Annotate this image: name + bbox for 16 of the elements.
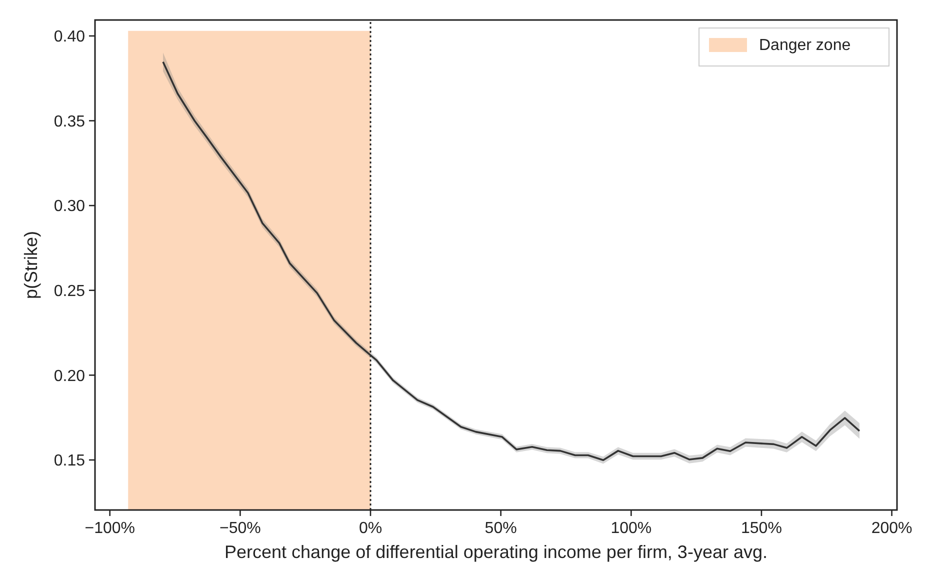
y-tick-label: 0.15 bbox=[54, 452, 86, 470]
legend-label: Danger zone bbox=[759, 37, 851, 54]
x-axis-title: Percent change of differential operating income per firm, 3-year avg. bbox=[224, 542, 768, 562]
x-tick-label: 0% bbox=[358, 520, 382, 537]
y-tick-label: 0.25 bbox=[54, 282, 86, 300]
x-tick-label: −50% bbox=[219, 520, 261, 537]
x-tick-label: 100% bbox=[610, 520, 652, 537]
y-axis-title: p(Strike) bbox=[21, 230, 41, 300]
x-tick-label: 50% bbox=[484, 520, 517, 537]
y-tick-label: 0.30 bbox=[54, 198, 86, 216]
y-tick-label: 0.40 bbox=[54, 28, 86, 46]
x-tick-label: 150% bbox=[741, 520, 782, 537]
y-tick-label: 0.35 bbox=[54, 113, 86, 130]
x-tick-label: 200% bbox=[871, 520, 912, 537]
y-tick-label: 0.20 bbox=[54, 368, 86, 385]
x-tick-label: −100% bbox=[84, 520, 135, 537]
